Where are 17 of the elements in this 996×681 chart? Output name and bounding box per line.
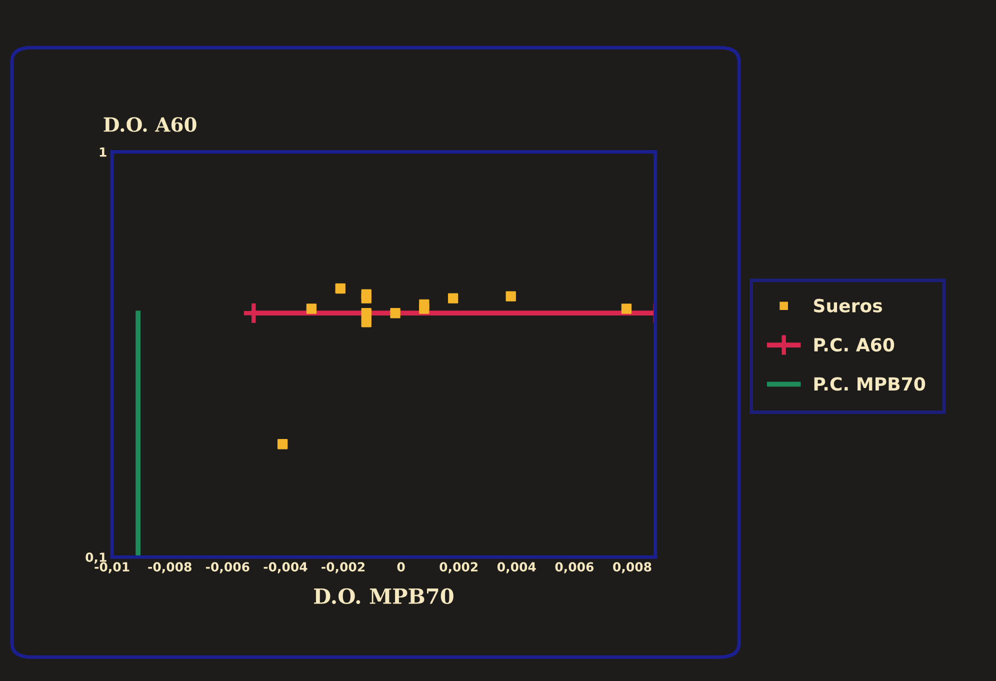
x-axis-title: D.O. MPB70 [314,588,454,604]
x-tick-label: 0,004 [497,562,536,574]
x-tick-label: -0,004 [264,562,308,574]
x-tick-label: 0,002 [440,562,478,574]
y-tick-label: 1 [100,148,106,157]
x-tick-label: -0,002 [322,562,365,574]
legend-label: Sueros [814,298,882,312]
x-tick-label: 0,008 [613,562,652,574]
x-tick-label: 0 [397,562,405,572]
x-tick-label: -0,01 [94,562,130,574]
legend-label: P.C. MPB70 [814,377,926,391]
legend-label: P.C. A60 [814,338,894,352]
x-tick-label: -0,008 [148,562,192,574]
y-tick-label: 0,1 [86,552,106,564]
y-axis-title: D.O. A60 [104,117,196,132]
x-tick-label: 0,006 [555,562,594,574]
x-tick-label: -0,006 [206,562,250,574]
